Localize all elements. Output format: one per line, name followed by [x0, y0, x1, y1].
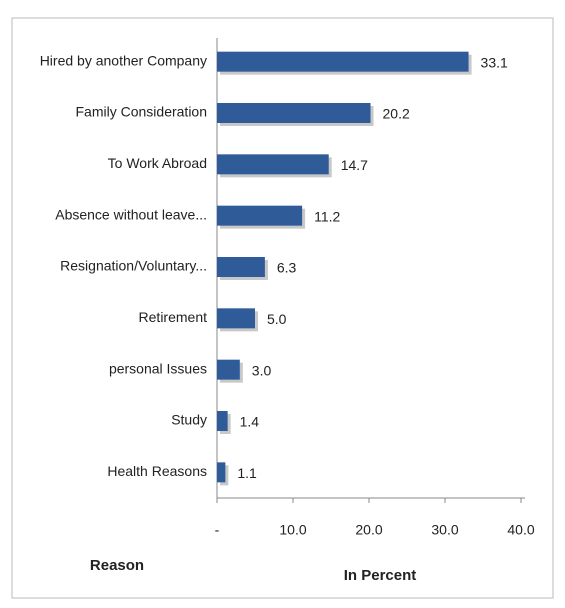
y-tick-label: To Work Abroad: [108, 155, 207, 171]
bar: [217, 103, 371, 123]
bar: [217, 51, 469, 72]
bar: [217, 462, 226, 483]
data-label: 14.7: [341, 157, 368, 173]
y-axis-title: Reason: [90, 557, 144, 574]
data-label: 5.0: [267, 311, 287, 327]
data-label: 11.2: [314, 208, 340, 224]
y-tick-label: Absence without leave...: [55, 206, 207, 222]
data-label: 33.1: [481, 54, 508, 70]
x-tick-label: -: [215, 522, 220, 538]
data-label: 20.2: [383, 106, 410, 122]
x-tick-label: 30.0: [431, 522, 458, 538]
y-tick-label: Resignation/Voluntary...: [60, 258, 207, 274]
bar: [217, 257, 265, 277]
chart-border: [11, 17, 554, 599]
data-label: 3.0: [252, 362, 272, 378]
y-tick-label: Family Consideration: [76, 104, 208, 120]
x-axis-title: In Percent: [344, 567, 417, 584]
bar: [217, 154, 329, 175]
x-tick-label: 40.0: [507, 522, 534, 538]
y-tick-label: Hired by another Company: [40, 52, 207, 68]
data-label: 1.4: [240, 414, 260, 430]
x-tick-label: 20.0: [355, 522, 382, 538]
y-tick-label: Retirement: [139, 309, 208, 325]
bar: [217, 411, 228, 431]
data-label: 6.3: [277, 260, 297, 276]
bar: [217, 205, 303, 226]
bar: [217, 308, 255, 329]
y-tick-label: Study: [171, 412, 207, 428]
y-tick-label: personal Issues: [109, 360, 207, 376]
y-tick-label: Health Reasons: [107, 463, 207, 479]
x-tick-label: 10.0: [279, 522, 306, 538]
bar: [217, 359, 240, 380]
data-label: 1.1: [237, 465, 257, 481]
